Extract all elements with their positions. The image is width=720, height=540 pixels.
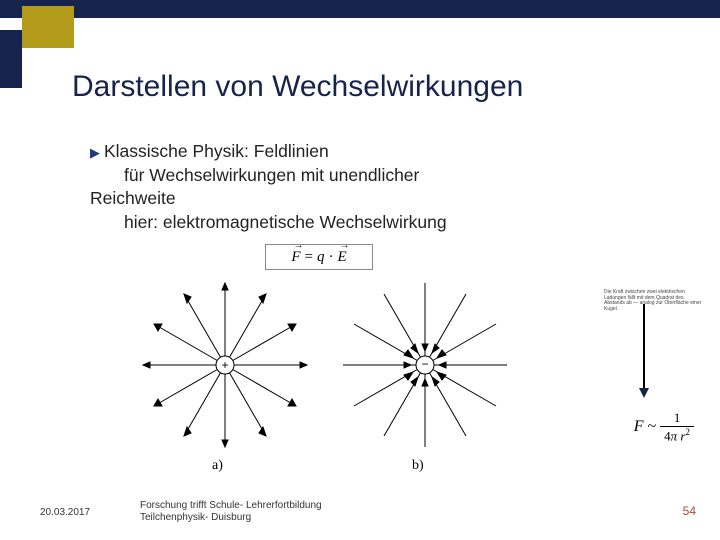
bullet-line-3: Reichweite <box>90 187 670 211</box>
footer-date: 20.03.2017 <box>40 507 90 518</box>
down-arrow-icon <box>634 300 654 400</box>
formula-force: F→ = q · E→ <box>265 244 373 270</box>
formula-distance: F ~ 14π r2 <box>634 410 694 444</box>
bullet-line-4: hier: elektromagnetische Wechselwirkung <box>124 211 670 235</box>
bullet-line-1: Klassische Physik: Feldlinien <box>104 140 329 164</box>
side-note: Die Kraft zwischen zwei elektrischen Lad… <box>604 290 704 312</box>
slide: Darstellen von Wechselwirkungen ▶ Klassi… <box>0 0 720 540</box>
svg-text:−: − <box>421 357 428 371</box>
header-bar <box>0 0 720 18</box>
slide-title: Darstellen von Wechselwirkungen <box>72 70 523 104</box>
accent-blue-rect <box>0 30 22 88</box>
field-diagrams: + − <box>130 270 530 480</box>
slide-number: 54 <box>683 504 696 518</box>
figure-label-b: b) <box>412 458 424 474</box>
figure-label-a: a) <box>212 458 223 474</box>
field-lines-svg: + − <box>130 270 530 470</box>
bullet-icon: ▶ <box>90 144 100 168</box>
footer-text: Forschung trifft Schule- Lehrerfortbildu… <box>140 500 322 524</box>
svg-text:+: + <box>221 358 228 372</box>
bullet-line-2: für Wechselwirkungen mit unendlicher <box>124 164 670 188</box>
body-text: ▶ Klassische Physik: Feldlinien für Wech… <box>90 140 670 235</box>
accent-gold-square <box>22 6 74 48</box>
